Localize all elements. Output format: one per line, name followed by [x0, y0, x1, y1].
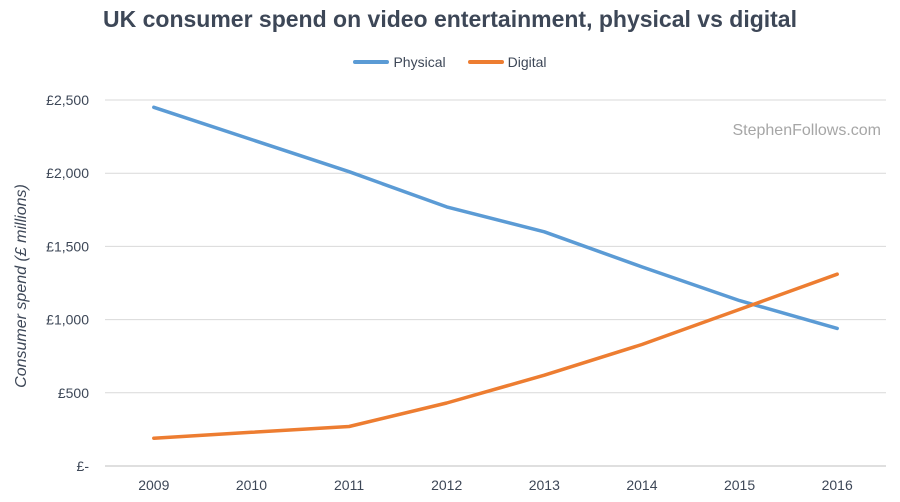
y-tick-label-2: £1,000	[46, 312, 89, 328]
data-point-digital-2016[interactable]	[835, 272, 839, 276]
legend-item-digital[interactable]: Digital	[467, 54, 547, 70]
y-tick-label-3: £1,500	[46, 238, 89, 254]
x-tick-label-2015: 2015	[724, 477, 755, 493]
legend-item-physical[interactable]: Physical	[353, 54, 446, 70]
series-line-physical[interactable]	[152, 105, 839, 331]
data-point-digital-2010[interactable]	[249, 430, 253, 434]
x-tick-label-2012: 2012	[431, 477, 462, 493]
data-point-physical-2011[interactable]	[347, 170, 351, 174]
data-point-digital-2013[interactable]	[542, 373, 546, 377]
series-line-digital[interactable]	[152, 272, 839, 440]
data-point-physical-2014[interactable]	[640, 265, 644, 269]
legend-label-digital: Digital	[507, 54, 547, 70]
x-tick-label-2009: 2009	[138, 477, 169, 493]
legend-swatch-physical	[353, 60, 390, 64]
data-point-physical-2009[interactable]	[152, 105, 156, 109]
data-point-physical-2012[interactable]	[445, 205, 449, 209]
watermark-text: StephenFollows.com	[732, 122, 881, 139]
x-tick-label-2016: 2016	[822, 477, 853, 493]
data-point-digital-2015[interactable]	[738, 307, 742, 311]
data-point-digital-2011[interactable]	[347, 424, 351, 428]
y-tick-label-0: £-	[77, 458, 90, 474]
legend-label-physical: Physical	[393, 54, 446, 70]
y-tick-label-1: £500	[58, 385, 89, 401]
y-tick-label-5: £2,500	[46, 92, 89, 108]
chart-legend: Physical Digital	[0, 54, 900, 70]
data-point-physical-2010[interactable]	[249, 138, 253, 142]
data-point-digital-2014[interactable]	[640, 342, 644, 346]
y-tick-label-4: £2,000	[46, 165, 89, 181]
data-point-digital-2009[interactable]	[152, 436, 156, 440]
chart-title: UK consumer spend on video entertainment…	[103, 6, 797, 32]
x-tick-label-2014: 2014	[626, 477, 657, 493]
data-point-physical-2013[interactable]	[542, 230, 546, 234]
y-axis-label: Consumer spend (£ millions)	[13, 184, 30, 388]
x-tick-label-2011: 2011	[334, 477, 364, 493]
x-tick-label-2010: 2010	[236, 477, 267, 493]
data-point-physical-2015[interactable]	[738, 299, 742, 303]
data-point-digital-2012[interactable]	[445, 401, 449, 405]
data-point-physical-2016[interactable]	[835, 326, 839, 330]
x-tick-label-2013: 2013	[529, 477, 560, 493]
legend-swatch-digital	[467, 60, 504, 64]
